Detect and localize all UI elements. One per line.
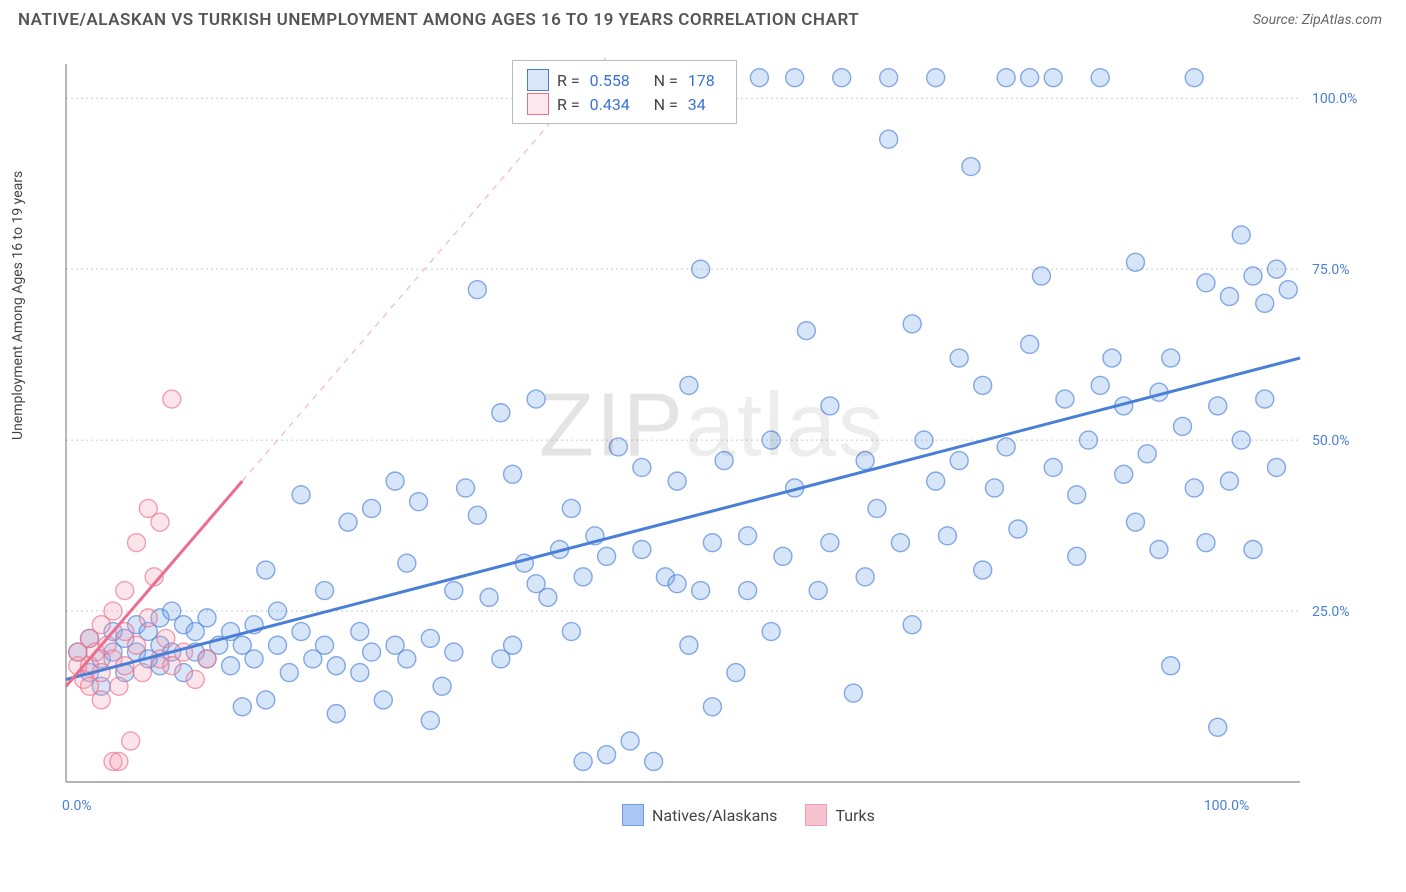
plot-area: 25.0%50.0%75.0%100.0%0.0%100.0% ZIPatlas… xyxy=(52,56,1372,826)
svg-text:75.0%: 75.0% xyxy=(1312,262,1350,278)
svg-text:50.0%: 50.0% xyxy=(1312,433,1350,449)
chart-title: NATIVE/ALASKAN VS TURKISH UNEMPLOYMENT A… xyxy=(18,10,859,30)
legend-item: Natives/Alaskans xyxy=(622,804,777,826)
legend-r-value: 0.434 xyxy=(590,95,646,114)
legend-n-value: 178 xyxy=(688,71,722,90)
legend-swatch xyxy=(527,93,549,115)
svg-text:25.0%: 25.0% xyxy=(1312,604,1350,620)
legend-n-value: 34 xyxy=(688,95,722,114)
legend-stat-row: R = 0.434 N = 34 xyxy=(527,93,722,115)
legend-label: Natives/Alaskans xyxy=(652,806,777,825)
legend-stat-row: R = 0.558 N = 178 xyxy=(527,69,722,91)
svg-text:100.0%: 100.0% xyxy=(1204,798,1249,814)
svg-text:0.0%: 0.0% xyxy=(62,798,92,814)
source-label: Source: ZipAtlas.com xyxy=(1253,12,1382,28)
legend-series: Natives/Alaskans Turks xyxy=(622,804,875,826)
legend-swatch xyxy=(622,804,644,826)
y-axis-label: Unemployment Among Ages 16 to 19 years xyxy=(10,171,26,440)
legend-swatch xyxy=(805,804,827,826)
legend-r-value: 0.558 xyxy=(590,71,646,90)
legend-stats: R = 0.558 N = 178 R = 0.434 N = 34 xyxy=(512,60,737,124)
legend-swatch xyxy=(527,69,549,91)
legend-n-label: N = xyxy=(654,71,678,90)
svg-text:100.0%: 100.0% xyxy=(1312,91,1357,107)
legend-r-label: R = xyxy=(557,71,580,90)
legend-item: Turks xyxy=(805,804,874,826)
legend-n-label: N = xyxy=(654,95,678,114)
legend-label: Turks xyxy=(835,806,874,825)
scatter-svg: 25.0% 50.0% 75.0% 100.0% 0.0% 100.0% xyxy=(52,56,1372,826)
legend-r-label: R = xyxy=(557,95,580,114)
